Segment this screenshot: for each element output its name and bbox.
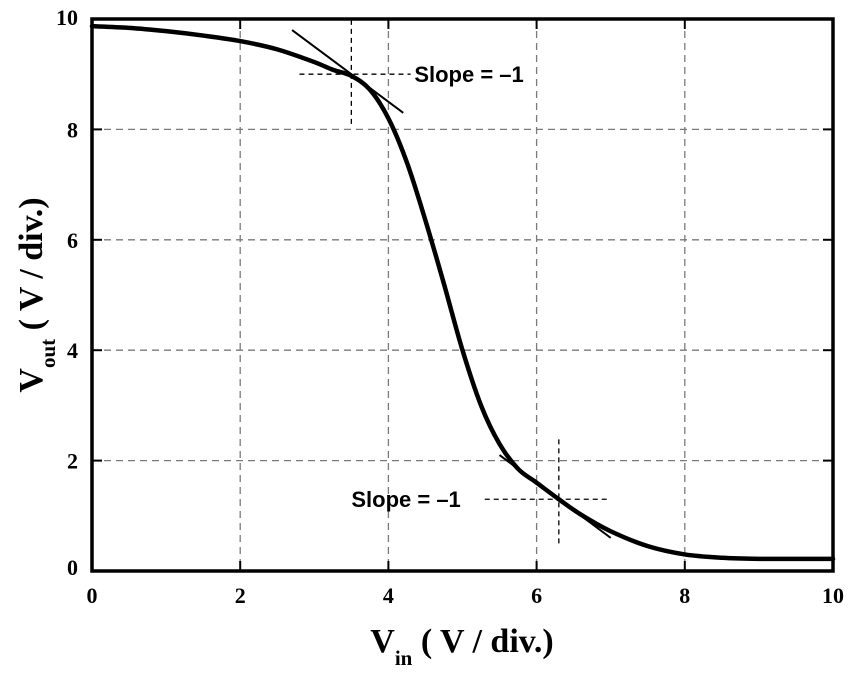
y-axis-title: Vout ( V / div.) <box>13 197 60 392</box>
x-tick-label-0: 0 <box>87 583 98 608</box>
tangent-line-2 <box>498 454 612 539</box>
slope-label-2: Slope = –1 <box>351 487 460 512</box>
plot-frame <box>90 17 835 573</box>
y-tick-label-2: 2 <box>67 449 78 474</box>
x-axis-title-sub: in <box>395 646 413 670</box>
x-tick-labels: 0 2 4 6 8 10 <box>87 583 845 608</box>
slope-label-1: Slope = –1 <box>414 62 523 87</box>
y-axis-title-rest: ( V / div.) <box>13 197 50 338</box>
y-tick-label-10: 10 <box>56 5 78 30</box>
x-axis-title-main: V <box>370 623 395 660</box>
y-tick-label-8: 8 <box>67 117 78 142</box>
x-tick-label-4: 4 <box>383 583 394 608</box>
curve-layer <box>89 23 836 562</box>
x-tick-label-2: 2 <box>235 583 246 608</box>
x-tick-label-8: 8 <box>679 583 690 608</box>
y-tick-label-4: 4 <box>67 338 78 363</box>
y-axis-title-sub: out <box>36 339 60 368</box>
x-tick-label-10: 10 <box>822 583 844 608</box>
axis-ticks <box>91 18 834 572</box>
x-axis-title: Vin ( V / div.) <box>370 623 553 670</box>
grid <box>92 19 833 571</box>
y-axis-title-main: V <box>13 368 50 393</box>
y-tick-label-6: 6 <box>67 228 78 253</box>
transfer-curve <box>89 23 836 562</box>
tangent-line-1 <box>291 29 404 114</box>
x-axis-title-rest: ( V / div.) <box>412 623 553 660</box>
annotation-layer: Slope = –1 Slope = –1 <box>291 19 612 544</box>
y-tick-label-0: 0 <box>67 555 78 580</box>
x-tick-label-6: 6 <box>531 583 542 608</box>
y-tick-labels: 0 2 4 6 8 10 <box>56 5 78 580</box>
